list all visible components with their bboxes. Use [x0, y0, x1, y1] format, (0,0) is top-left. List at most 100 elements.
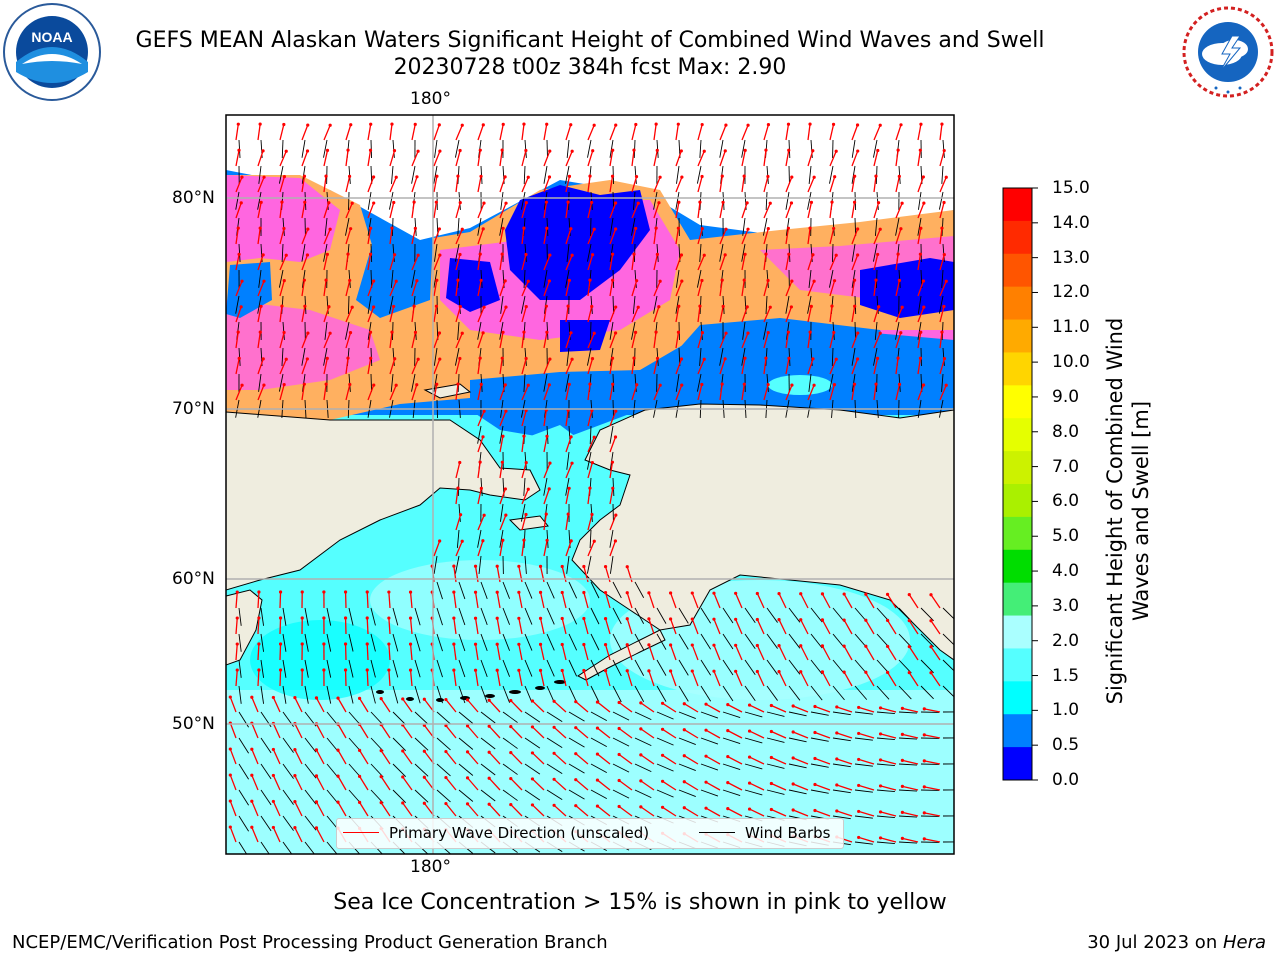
wave-direction-arrow [553, 752, 567, 765]
wind-barb [480, 763, 496, 776]
wave-arrow-head [900, 810, 905, 815]
wave-arrow-head [478, 356, 482, 360]
wind-barb [898, 633, 912, 648]
wind-barb [810, 763, 829, 768]
wave-direction-arrow [388, 591, 391, 609]
wave-direction-arrow [697, 332, 704, 349]
wind-barb [722, 763, 741, 770]
wave-arrow-head [305, 149, 310, 153]
wave-direction-arrow [587, 176, 591, 193]
wave-arrow-head [495, 616, 499, 620]
wave-arrow-head [613, 435, 618, 439]
wave-direction-arrow [865, 671, 875, 687]
wind-barb [370, 633, 376, 652]
wind-barb [612, 633, 622, 651]
wave-direction-arrow [902, 707, 919, 713]
wave-direction-arrow [713, 618, 721, 635]
wind-barb [722, 737, 741, 744]
wind-barb [788, 685, 801, 701]
wind-barb [524, 633, 533, 651]
wave-arrow-head [560, 642, 564, 647]
wind-barb [458, 685, 466, 704]
wave-direction-arrow [662, 728, 677, 739]
wave-arrow-head [755, 669, 759, 674]
wind-barb [433, 373, 438, 392]
wave-arrow-head [734, 643, 738, 647]
wave-direction-arrow [763, 384, 769, 401]
top-longitude-label: 180° [410, 89, 451, 109]
wind-barb [917, 321, 922, 340]
wind-barb [589, 529, 592, 548]
wind-barb [744, 789, 763, 796]
wind-barb [898, 659, 912, 674]
wave-arrow-head [262, 175, 266, 179]
wave-arrow-head [487, 776, 491, 780]
wave-direction-arrow [553, 778, 567, 791]
wind-barb [632, 191, 636, 210]
wind-barb [832, 789, 851, 794]
colorbar-cell [1003, 714, 1032, 748]
bottom-longitude-label: 180° [410, 857, 451, 877]
wind-barb [744, 737, 763, 744]
wave-direction-arrow [785, 202, 793, 219]
wave-arrow-head [548, 461, 552, 465]
wave-arrow-head [625, 669, 629, 673]
wave-arrow-head [422, 697, 426, 701]
wave-direction-arrow [771, 782, 787, 791]
wave-direction-arrow [902, 837, 919, 843]
wind-barb [480, 789, 496, 802]
wave-direction-arrow [272, 697, 281, 713]
wave-arrow-head [560, 616, 564, 621]
wave-arrow-head [720, 278, 724, 282]
wave-arrow-head [408, 616, 413, 620]
wind-barb [524, 555, 527, 574]
wave-arrow-head [328, 227, 332, 231]
footer-machine: Hera [1222, 932, 1266, 953]
wave-arrow-head [787, 148, 791, 152]
wind-barb [411, 373, 416, 392]
wind-barb [304, 763, 317, 779]
wave-arrow-head [595, 726, 600, 730]
colorbar-cell [1003, 319, 1032, 353]
wave-direction-arrow [467, 751, 479, 765]
wave-direction-arrow [337, 749, 347, 765]
wave-direction-arrow [873, 280, 877, 297]
wave-arrow-head [700, 226, 704, 231]
wave-arrow-head [919, 122, 923, 126]
wave-direction-arrow [257, 202, 262, 219]
wave-arrow-head [682, 728, 686, 732]
wind-barb [502, 763, 518, 775]
wave-arrow-head [271, 773, 275, 778]
wave-direction-arrow [756, 619, 765, 635]
wave-arrow-head [832, 330, 836, 335]
wind-barb [546, 633, 555, 651]
wind-barb [568, 789, 585, 800]
wind-barb [609, 529, 614, 548]
wave-arrow-head [690, 643, 694, 647]
wave-direction-arrow [389, 202, 395, 219]
wave-direction-arrow [257, 306, 262, 323]
wave-arrow-head [526, 279, 530, 283]
wave-direction-arrow [719, 332, 727, 349]
wave-arrow-head [239, 201, 243, 205]
wave-arrow-head [570, 149, 574, 153]
wind-barb [586, 451, 592, 470]
wave-arrow-head [257, 616, 261, 620]
wave-arrow-head [855, 123, 860, 127]
wave-arrow-head [668, 643, 673, 647]
wave-arrow-head [769, 807, 773, 812]
wind-barb [634, 737, 652, 747]
wave-direction-arrow [518, 618, 523, 635]
wave-arrow-head [842, 618, 846, 622]
wind-barb [260, 685, 265, 704]
wave-arrow-head [547, 175, 552, 179]
wave-arrow-head [524, 201, 528, 205]
wave-direction-arrow [604, 592, 611, 609]
wind-barb [436, 763, 451, 777]
wave-direction-arrow [279, 280, 285, 297]
wave-direction-arrow [807, 254, 814, 271]
wind-barb [566, 451, 570, 470]
colorbar-cell [1003, 615, 1032, 649]
wave-direction-arrow [807, 202, 813, 219]
wave-direction-arrow [543, 540, 548, 557]
